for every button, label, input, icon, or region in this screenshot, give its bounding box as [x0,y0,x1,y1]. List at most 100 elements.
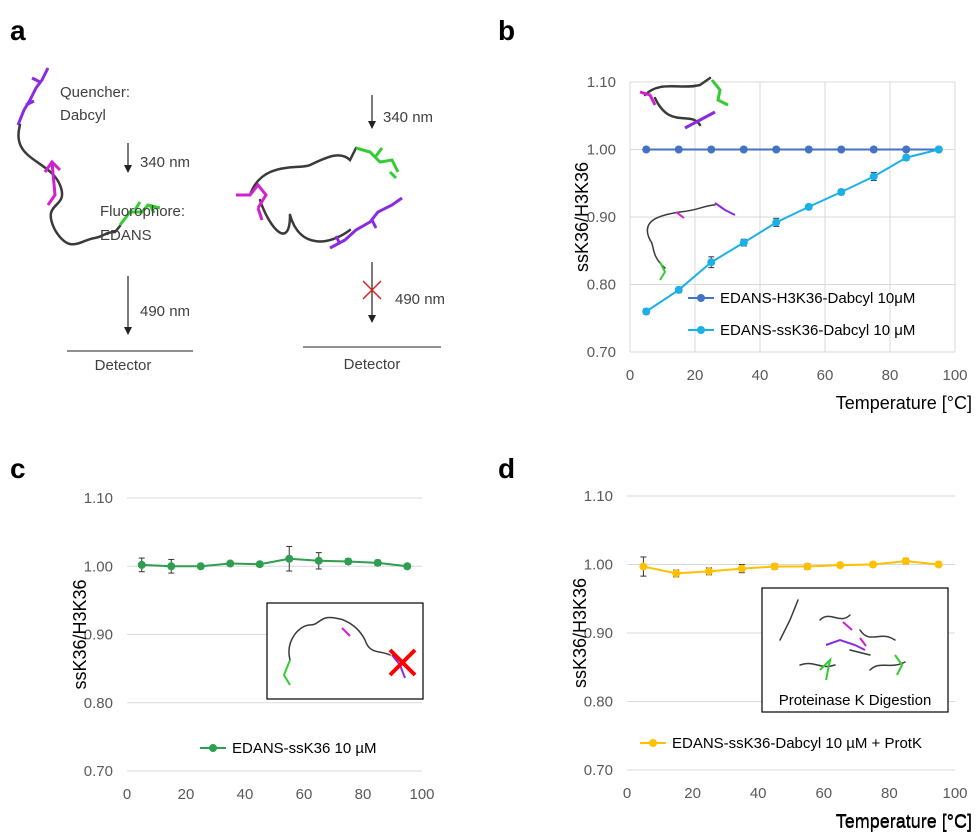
x-tick-label: 20 [684,785,701,802]
data-point [869,145,878,154]
inset-illustration [639,90,657,106]
data-point [137,560,146,569]
y-tick-label: 0.90 [84,627,113,644]
arrow-head [368,121,376,129]
y-axis-label: ssK36/H3K36 [570,578,590,688]
arrow-head [124,165,132,173]
data-point [314,556,323,565]
panel-letter: b [498,15,515,46]
inset-illustration [388,648,417,677]
data-point [770,562,779,571]
data-point [737,564,746,573]
x-tick-label: 100 [942,785,967,802]
inset-illustration [710,79,729,107]
data-point [902,145,911,154]
y-tick-label: 0.70 [584,762,613,779]
y-tick-label: 0.70 [587,344,616,361]
series-line [643,560,939,575]
y-tick-label: 1.10 [84,490,113,507]
inset-illustration [842,621,867,647]
panel-letter: d [498,453,515,484]
y-tick-label: 1.00 [84,558,113,575]
inset-box [761,587,949,713]
x-tick-label: 100 [942,367,967,384]
legend-marker [209,744,217,752]
inset-illustration [825,638,866,651]
y-tick-label: 1.10 [584,488,613,505]
data-point [226,559,235,568]
detector-label: Detector [344,356,401,373]
data-point [285,554,294,563]
x-tick-label: 60 [815,785,832,802]
y-tick-label: 1.10 [587,74,616,91]
data-point [803,562,812,571]
data-point [255,560,264,569]
blocked-mark [362,280,382,300]
data-point [707,145,716,154]
emission-label: 490 nm [140,303,190,320]
x-axis-label: Temperature [°C] [836,812,972,832]
data-point [869,172,878,181]
data-point [639,562,648,571]
inset-box [266,602,424,700]
inset-illustration [659,261,667,281]
data-point [837,188,846,197]
data-point [902,153,911,162]
data-point [674,145,683,154]
x-tick-label: 40 [752,367,769,384]
x-tick-label: 40 [750,785,767,802]
x-tick-label: 80 [355,786,372,803]
data-point [739,238,748,247]
x-tick-label: 0 [623,785,631,802]
panel-letter: c [10,453,26,484]
x-axis-label: Temperature [°C] [836,811,972,831]
data-point [934,145,943,154]
y-tick-label: 0.80 [587,277,616,294]
data-point [705,567,713,576]
y-tick-label: 1.00 [584,557,613,574]
data-point [836,561,845,570]
data-point [901,557,910,566]
x-tick-label: 80 [882,367,899,384]
y-axis-label: ssK36/H3K36 [572,162,592,272]
data-point [804,202,813,211]
inset-illustration [282,659,291,686]
data-point [642,307,651,316]
fluorophore-label: Fluorophore: [100,203,185,220]
y-tick-label: 1.00 [587,142,616,159]
excitation-label: 340 nm [140,154,190,171]
inset-illustration [819,654,904,681]
inset-label: Proteinase K Digestion [779,692,932,709]
series-line [645,148,939,313]
y-tick-label: 0.70 [84,763,113,780]
y-tick-label: 0.80 [84,695,113,712]
data-point [869,560,877,569]
x-tick-label: 40 [237,786,254,803]
y-tick-label: 0.90 [584,625,613,642]
data-point [373,558,382,567]
arrow-head [124,327,132,335]
data-point [674,285,683,294]
legend-marker [649,739,657,747]
data-point [344,557,353,566]
x-tick-label: 60 [817,367,834,384]
x-tick-label: 0 [123,786,131,803]
legend-label: EDANS-ssK36 10 µM [232,740,377,757]
x-tick-label: 100 [409,786,434,803]
arrow-head [368,315,376,323]
data-point [672,569,681,578]
emission-label: 490 nm [395,291,445,308]
data-point [804,145,813,154]
series-line [141,557,408,568]
data-point [739,145,748,154]
inset-illustration [341,627,351,637]
x-tick-label: 20 [178,786,195,803]
inset-illustration [646,204,716,269]
data-point [772,218,781,227]
closed-peptide [236,146,403,250]
quencher-label: Quencher: [60,84,130,101]
inset-illustration [675,211,685,219]
data-point [167,562,176,571]
legend-marker [697,294,705,302]
